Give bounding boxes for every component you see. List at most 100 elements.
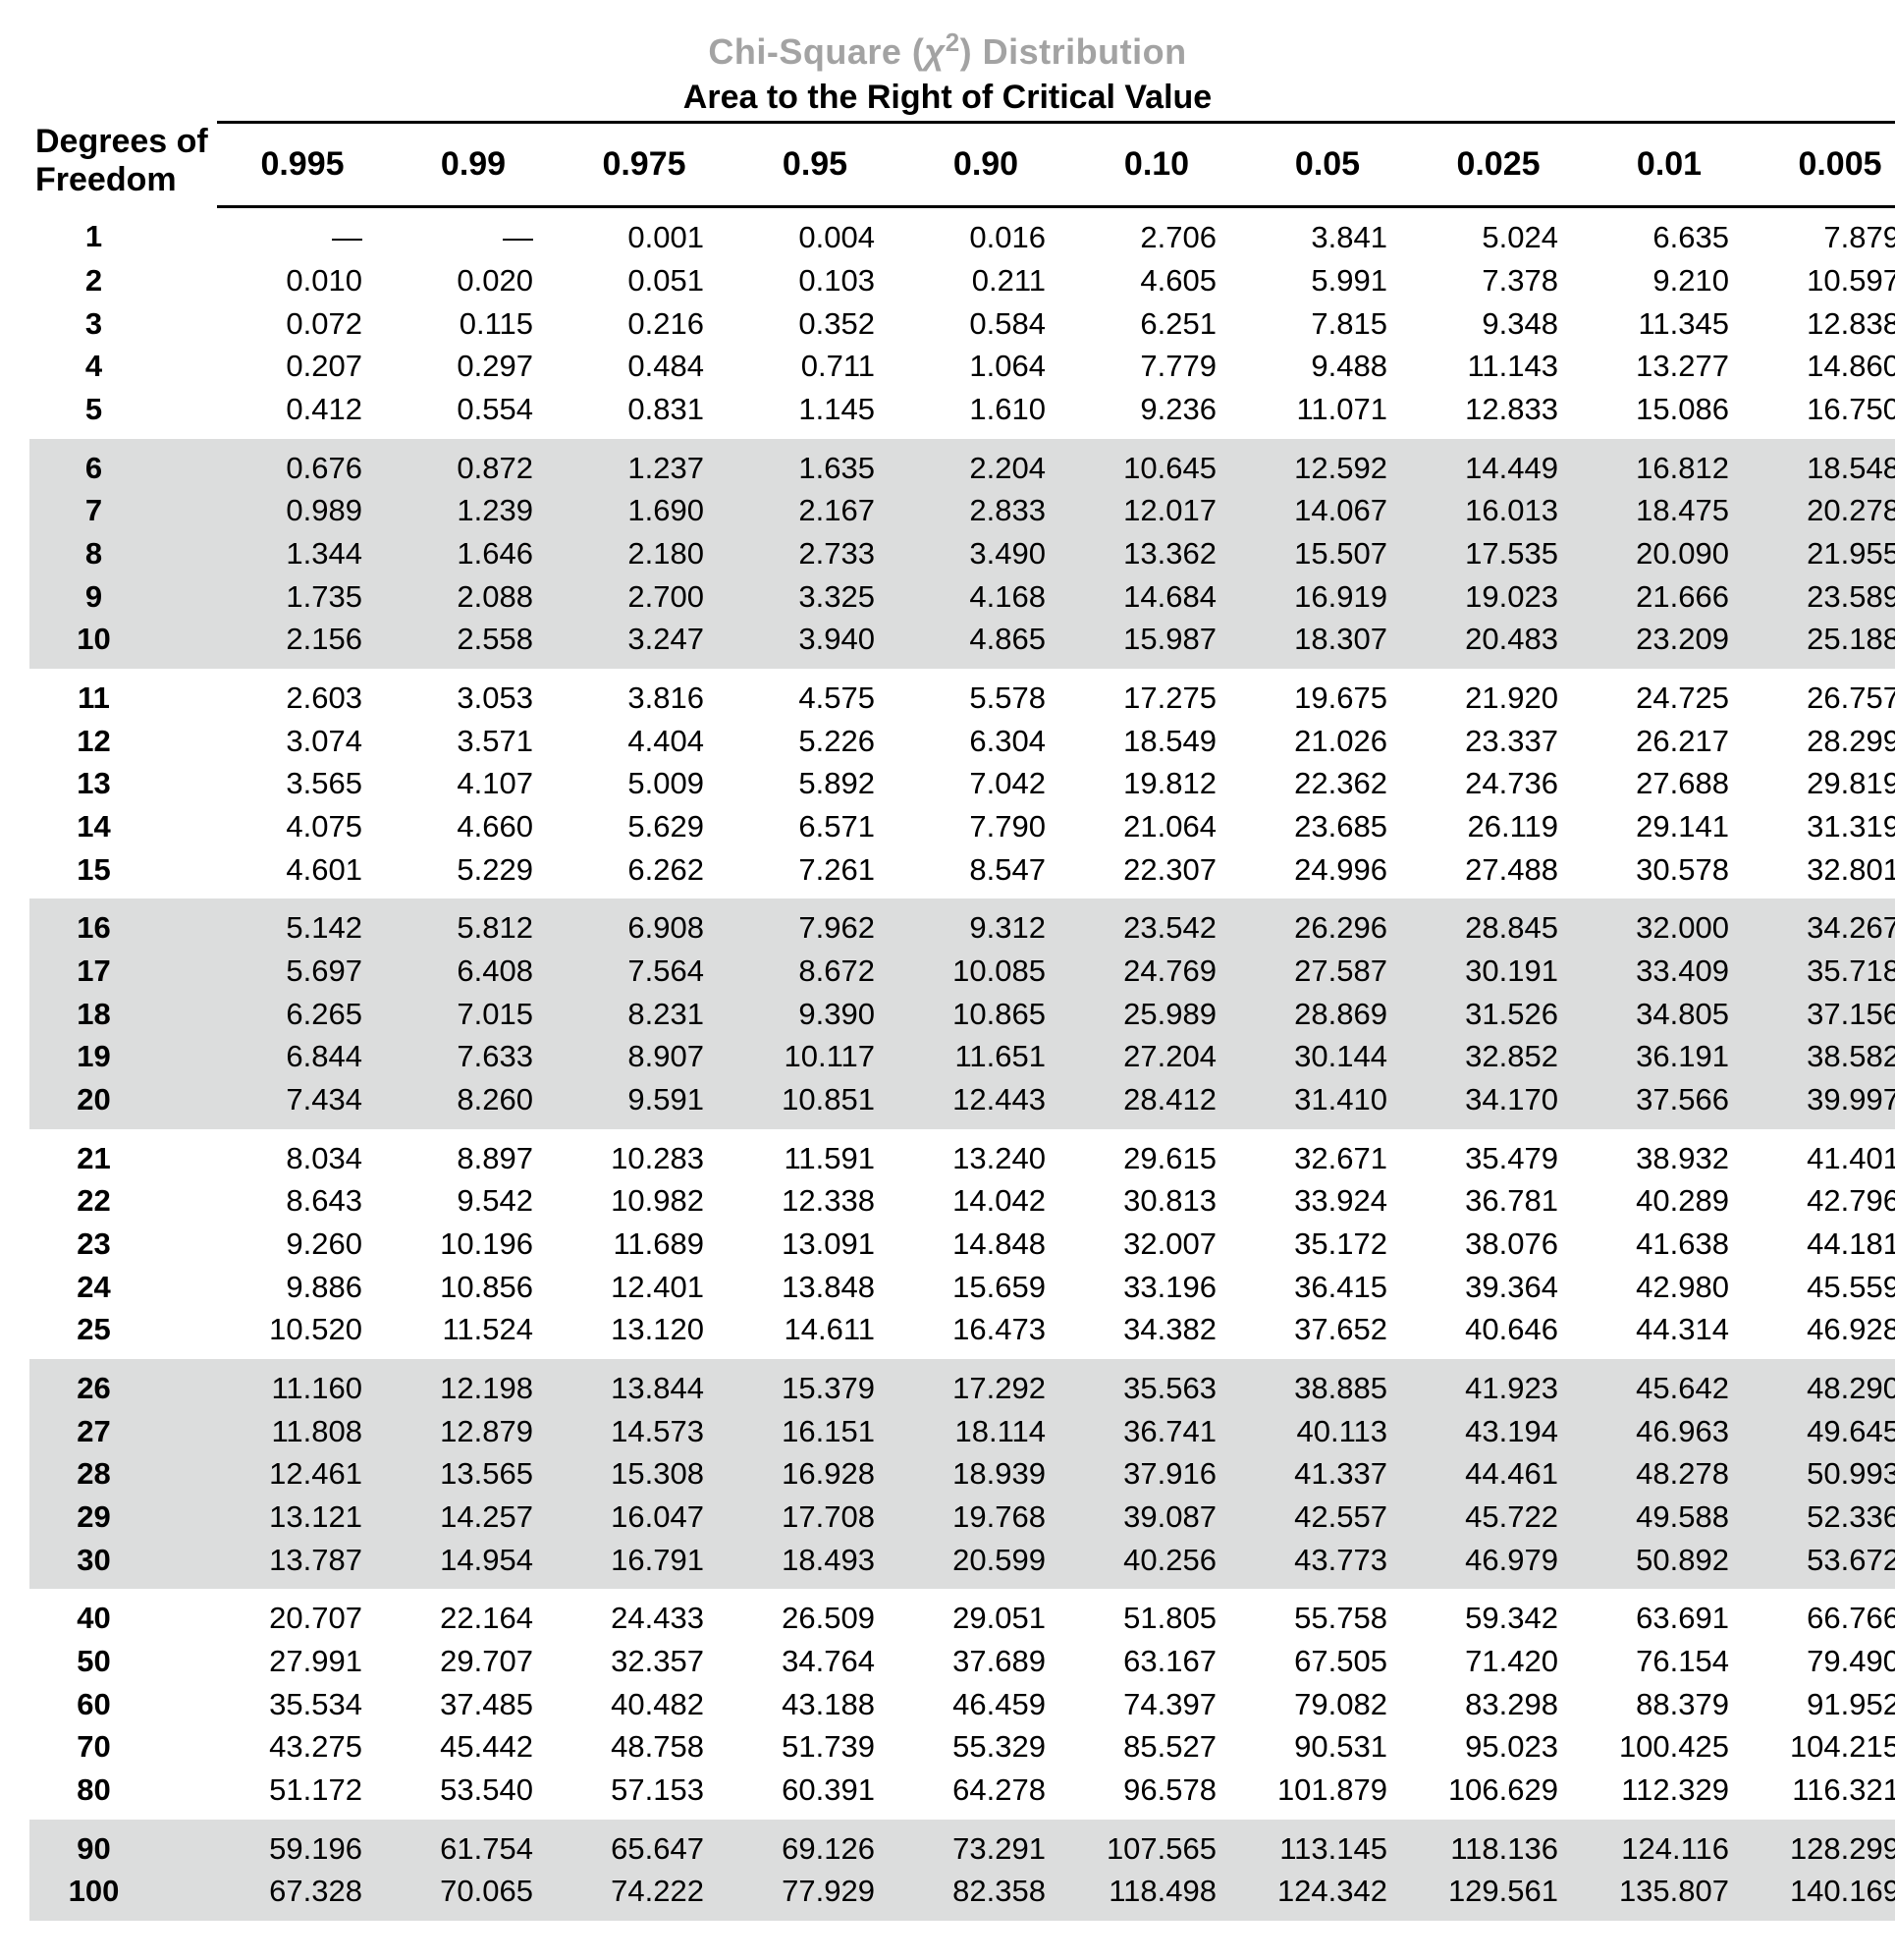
- value-cell: 40.482: [559, 1683, 730, 1726]
- df-cell: 26: [29, 1359, 217, 1410]
- value-cell: 1.735: [217, 575, 388, 619]
- value-cell: 2.700: [559, 575, 730, 619]
- value-cell: 45.642: [1584, 1359, 1755, 1410]
- value-cell: 4.605: [1071, 259, 1242, 302]
- value-cell: 9.488: [1242, 345, 1413, 388]
- row-group: 218.0348.89710.28311.59113.24029.61532.6…: [29, 1129, 1895, 1359]
- value-cell: 1.610: [900, 388, 1071, 439]
- value-cell: 0.711: [730, 345, 900, 388]
- value-cell: 12.198: [388, 1359, 559, 1410]
- table-row: 70.9891.2391.6902.1672.83312.01714.06716…: [29, 489, 1895, 532]
- value-cell: 40.289: [1584, 1179, 1755, 1223]
- value-cell: 11.345: [1584, 302, 1755, 346]
- value-cell: 19.768: [900, 1496, 1071, 1539]
- value-cell: 43.188: [730, 1683, 900, 1726]
- value-cell: 82.358: [900, 1870, 1071, 1921]
- value-cell: 6.844: [217, 1035, 388, 1078]
- value-cell: 118.136: [1413, 1820, 1584, 1871]
- table-row: 123.0743.5714.4045.2266.30418.54921.0262…: [29, 720, 1895, 763]
- value-cell: 28.299: [1755, 720, 1895, 763]
- df-cell: 5: [29, 388, 217, 439]
- value-cell: 43.275: [217, 1725, 388, 1769]
- value-cell: 14.573: [559, 1410, 730, 1453]
- value-cell: 31.410: [1242, 1078, 1413, 1129]
- title-sup: 2: [946, 29, 960, 57]
- value-cell: 2.706: [1071, 207, 1242, 259]
- value-cell: 15.379: [730, 1359, 900, 1410]
- value-cell: 14.611: [730, 1308, 900, 1359]
- table-row: 91.7352.0882.7003.3254.16814.68416.91919…: [29, 575, 1895, 619]
- value-cell: 3.325: [730, 575, 900, 619]
- value-cell: 27.587: [1242, 950, 1413, 993]
- value-cell: 12.017: [1071, 489, 1242, 532]
- value-cell: 112.329: [1584, 1769, 1755, 1820]
- value-cell: 50.993: [1755, 1452, 1895, 1496]
- value-cell: 23.542: [1071, 898, 1242, 950]
- value-cell: 6.265: [217, 993, 388, 1036]
- value-cell: 0.115: [388, 302, 559, 346]
- df-cell: 23: [29, 1223, 217, 1266]
- value-cell: 44.181: [1755, 1223, 1895, 1266]
- df-header: Degrees of Freedom: [29, 123, 217, 207]
- value-cell: 24.736: [1413, 762, 1584, 805]
- chi-square-table: Degrees of Freedom 0.995 0.99 0.975 0.95…: [29, 121, 1895, 1921]
- value-cell: 42.796: [1755, 1179, 1895, 1223]
- df-cell: 29: [29, 1496, 217, 1539]
- value-cell: 0.989: [217, 489, 388, 532]
- value-cell: 26.119: [1413, 805, 1584, 848]
- value-cell: 11.689: [559, 1223, 730, 1266]
- value-cell: 0.004: [730, 207, 900, 259]
- value-cell: 8.034: [217, 1129, 388, 1180]
- value-cell: 15.659: [900, 1266, 1071, 1309]
- value-cell: 20.599: [900, 1539, 1071, 1590]
- value-cell: 3.571: [388, 720, 559, 763]
- value-cell: 0.051: [559, 259, 730, 302]
- value-cell: 22.362: [1242, 762, 1413, 805]
- col-head: 0.10: [1071, 123, 1242, 207]
- df-cell: 4: [29, 345, 217, 388]
- value-cell: 15.086: [1584, 388, 1755, 439]
- value-cell: 13.091: [730, 1223, 900, 1266]
- df-cell: 50: [29, 1640, 217, 1683]
- value-cell: 77.929: [730, 1870, 900, 1921]
- value-cell: 129.561: [1413, 1870, 1584, 1921]
- value-cell: 107.565: [1071, 1820, 1242, 1871]
- value-cell: 15.308: [559, 1452, 730, 1496]
- value-cell: 9.886: [217, 1266, 388, 1309]
- value-cell: 41.401: [1755, 1129, 1895, 1180]
- value-cell: 16.812: [1584, 439, 1755, 490]
- value-cell: 5.892: [730, 762, 900, 805]
- value-cell: 65.647: [559, 1820, 730, 1871]
- value-cell: 1.064: [900, 345, 1071, 388]
- value-cell: 39.997: [1755, 1078, 1895, 1129]
- df-header-line1: Degrees of: [35, 123, 208, 160]
- value-cell: 85.527: [1071, 1725, 1242, 1769]
- df-cell: 70: [29, 1725, 217, 1769]
- value-cell: 2.733: [730, 532, 900, 575]
- value-cell: 11.651: [900, 1035, 1071, 1078]
- value-cell: 36.415: [1242, 1266, 1413, 1309]
- value-cell: 53.540: [388, 1769, 559, 1820]
- df-cell: 11: [29, 669, 217, 720]
- value-cell: 41.337: [1242, 1452, 1413, 1496]
- value-cell: 8.672: [730, 950, 900, 993]
- value-cell: 6.262: [559, 848, 730, 899]
- value-cell: 79.082: [1242, 1683, 1413, 1726]
- value-cell: 42.557: [1242, 1496, 1413, 1539]
- value-cell: 90.531: [1242, 1725, 1413, 1769]
- value-cell: 10.645: [1071, 439, 1242, 490]
- value-cell: 0.020: [388, 259, 559, 302]
- row-group: 2611.16012.19813.84415.37917.29235.56338…: [29, 1359, 1895, 1589]
- value-cell: 124.342: [1242, 1870, 1413, 1921]
- value-cell: 33.196: [1071, 1266, 1242, 1309]
- col-head: 0.95: [730, 123, 900, 207]
- table-row: 196.8447.6338.90710.11711.65127.20430.14…: [29, 1035, 1895, 1078]
- value-cell: 35.534: [217, 1683, 388, 1726]
- value-cell: 74.222: [559, 1870, 730, 1921]
- table-row: 6035.53437.48540.48243.18846.45974.39779…: [29, 1683, 1895, 1726]
- value-cell: 116.321: [1755, 1769, 1895, 1820]
- value-cell: 6.304: [900, 720, 1071, 763]
- value-cell: 0.676: [217, 439, 388, 490]
- col-head: 0.975: [559, 123, 730, 207]
- value-cell: 23.685: [1242, 805, 1413, 848]
